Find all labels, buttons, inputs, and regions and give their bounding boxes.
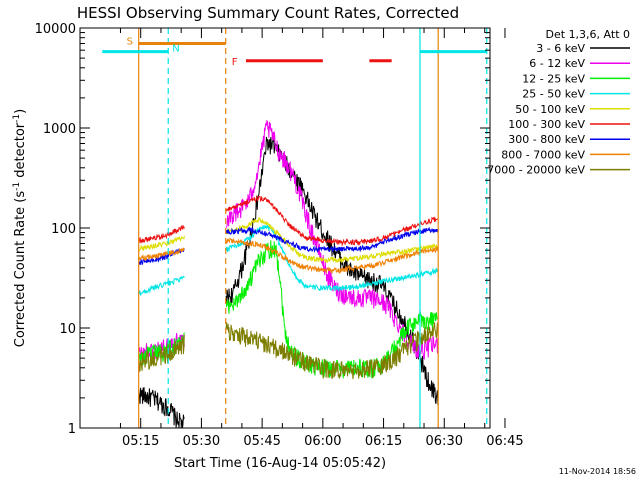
- chart-title: HESSI Observing Summary Count Rates, Cor…: [77, 4, 459, 22]
- legend-title: Det 1,3,6, Att 0: [546, 28, 630, 41]
- marker-label-f: F: [232, 57, 238, 68]
- legend-label-6: 300 - 800 keV: [508, 133, 585, 146]
- legend-label-8: 7000 - 20000 keV: [487, 164, 585, 177]
- series-line-8: [138, 322, 439, 380]
- x-tick-label-1: 05:30: [183, 434, 220, 449]
- y-tick-label-2: 100: [51, 222, 76, 237]
- y-tick-label-4: 10000: [35, 22, 76, 37]
- legend-label-5: 100 - 300 keV: [508, 118, 585, 131]
- legend-label-0: 3 - 6 keV: [536, 42, 585, 55]
- y-axis-label: Corrected Count Rate (s-1 detector-1): [12, 109, 28, 347]
- y-tick-label-0: 1: [68, 422, 76, 437]
- footer-date: 11-Nov-2014 18:56: [559, 467, 636, 476]
- y-tick-label-1: 10: [59, 322, 76, 337]
- legend-label-1: 6 - 12 keV: [529, 57, 585, 70]
- series-line-6: [138, 226, 439, 266]
- y-tick-label-3: 1000: [43, 122, 76, 137]
- x-tick-label-3: 06:00: [304, 434, 341, 449]
- legend-label-4: 50 - 100 keV: [515, 103, 585, 116]
- series-line-3: [138, 224, 439, 296]
- series-line-0: [138, 136, 439, 429]
- series-line-5: [138, 194, 439, 247]
- legend-label-3: 25 - 50 keV: [522, 88, 585, 101]
- series-line-7: [138, 237, 439, 275]
- x-tick-label-4: 06:15: [365, 434, 402, 449]
- x-tick-label-0: 05:15: [122, 434, 159, 449]
- series-line-4: [138, 216, 439, 264]
- legend-label-7: 800 - 7000 keV: [501, 148, 585, 161]
- marker-label-n: N: [172, 44, 179, 55]
- x-tick-label-6: 06:45: [486, 434, 523, 449]
- x-axis-label: Start Time (16-Aug-14 05:05:42): [174, 456, 386, 471]
- x-tick-label-2: 05:45: [243, 434, 280, 449]
- legend-label-2: 12 - 25 keV: [522, 72, 585, 85]
- x-tick-label-5: 06:30: [426, 434, 463, 449]
- marker-label-s: S: [127, 36, 133, 47]
